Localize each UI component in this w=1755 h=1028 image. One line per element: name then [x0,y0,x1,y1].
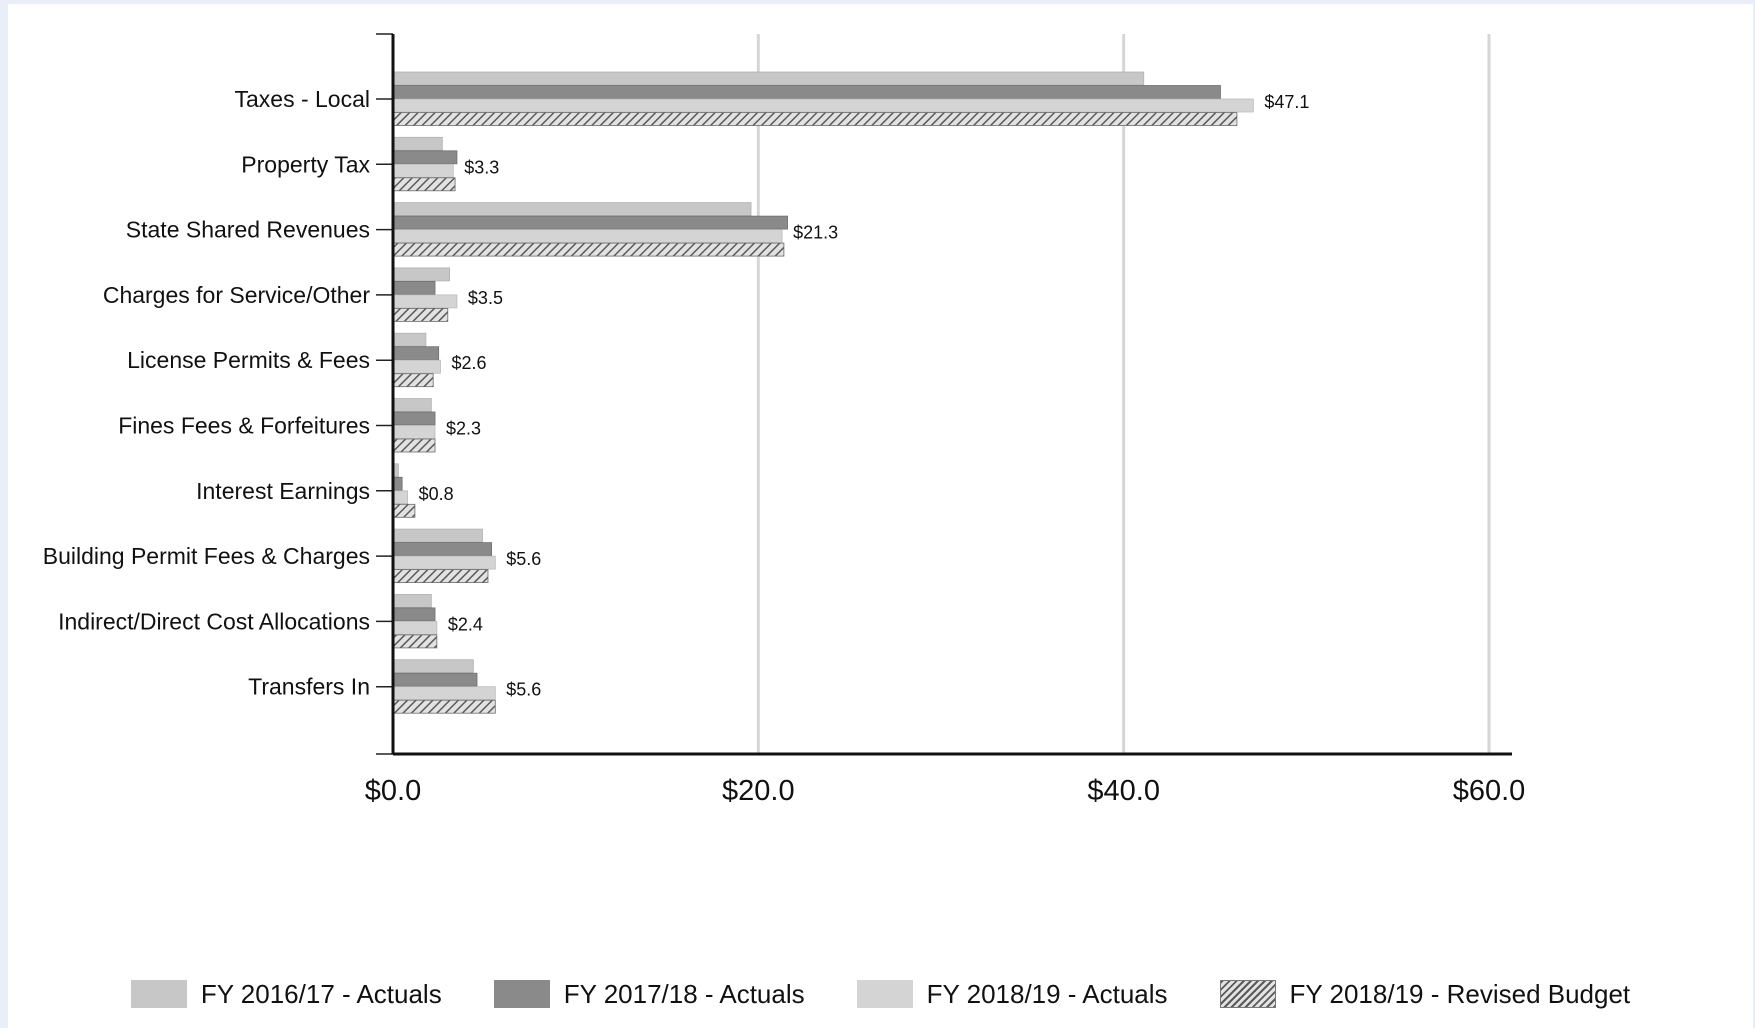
bar [392,542,493,556]
data-label: $0.8 [419,484,454,504]
bar [392,215,788,230]
category-label: License Permits & Fees [127,347,370,373]
bar [392,177,456,192]
category-label: Interest Earnings [196,478,370,504]
bar [392,332,427,347]
legend-item-fy2018-19-actuals: FY 2018/19 - Actuals [856,978,1168,1010]
data-label: $5.6 [506,549,541,569]
category-label: Transfers In [248,674,370,700]
bar [392,229,783,244]
bar [392,659,474,674]
bar [392,346,440,361]
data-label: $2.4 [448,614,483,634]
data-label: $47.1 [1264,92,1309,112]
category-label: Property Tax [241,151,370,177]
bar [392,98,1254,113]
legend-label: FY 2016/17 - Actuals [200,978,442,1009]
bar [392,163,454,178]
bar [392,359,441,374]
legend-item-fy2016-17-actuals: FY 2016/17 - Actuals [130,978,442,1010]
category-label: Building Permit Fees & Charges [43,543,370,569]
bar [392,528,483,543]
bar [392,294,458,309]
legend-swatch [856,980,913,1008]
bar [392,503,416,518]
bar [392,398,432,412]
bar [392,307,449,322]
bar [392,569,489,583]
bar [392,699,496,714]
bar [392,71,1145,86]
bar [392,438,436,453]
bar [392,112,1238,126]
bar [392,150,458,165]
legend-swatch [130,980,187,1008]
bar [392,672,478,687]
category-label: Indirect/Direct Cost Allocations [58,608,370,634]
category-label: Taxes - Local [234,86,370,112]
bar [392,136,443,151]
legend-swatch [493,980,550,1008]
x-tick-label: $40.0 [1087,775,1160,807]
bar [392,634,438,649]
bar [392,621,438,635]
bar [392,594,432,608]
data-label: $3.3 [464,157,499,177]
bar [392,267,451,282]
data-label: $21.3 [793,223,838,243]
bar [392,242,785,257]
chart-legend: FY 2016/17 - Actuals FY 2017/18 - Actual… [8,972,1753,1016]
bar [392,373,434,388]
bar [392,607,436,622]
legend-label: FY 2017/18 - Actuals [563,978,805,1009]
data-label: $5.6 [506,680,541,700]
bar [392,425,436,439]
bar [392,555,496,570]
category-label: State Shared Revenues [126,217,370,243]
x-tick-label: $60.0 [1453,775,1526,807]
bar-chart: $0.0 $20.0 $40.0 $60.0 Taxes - Local $47.1 Pro… [43,33,1526,807]
data-label: $2.3 [446,419,481,439]
bar [392,85,1221,99]
category-label: Charges for Service/Other [103,282,371,308]
bar [392,280,436,295]
bar [392,686,496,701]
x-tick-label: $20.0 [722,775,795,807]
chart-container: $0.0 $20.0 $40.0 $60.0 Taxes - Local $47.1 Pro… [8,4,1753,1028]
bar [392,202,752,217]
legend-item-fy2018-19-revised-budget: FY 2018/19 - Revised Budget [1219,978,1631,1010]
data-label: $3.5 [468,288,503,308]
bar [392,411,436,426]
legend-item-fy2017-18-actuals: FY 2017/18 - Actuals [493,978,805,1010]
x-tick-label: $0.0 [365,775,421,807]
data-label: $2.6 [451,353,486,373]
legend-swatch [1219,980,1276,1008]
bar [392,490,409,505]
legend-label: FY 2018/19 - Actuals [926,978,1168,1009]
category-label: Fines Fees & Forfeitures [118,413,370,439]
legend-label: FY 2018/19 - Revised Budget [1289,978,1631,1009]
